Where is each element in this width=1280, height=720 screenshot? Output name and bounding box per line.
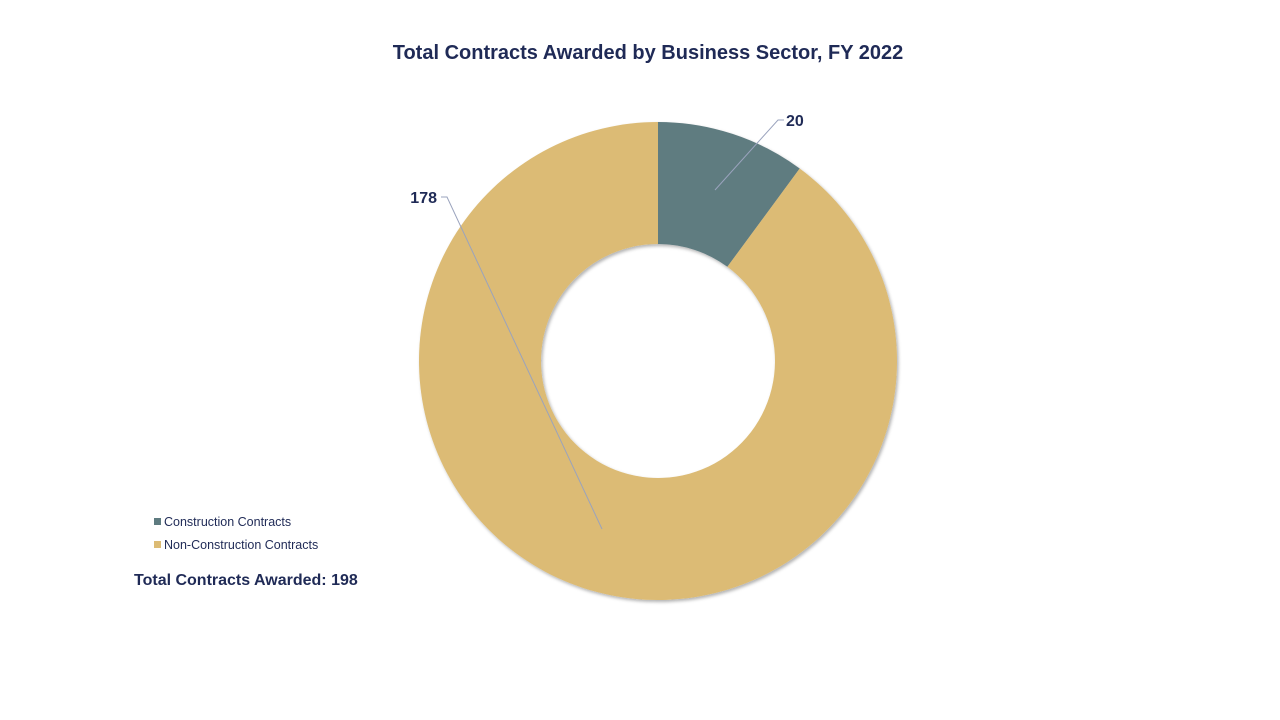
leader-line-non-construction <box>441 196 603 530</box>
data-label-non-construction: 178 <box>410 190 437 207</box>
data-label-construction: 20 <box>786 113 804 130</box>
legend-item-construction[interactable]: Construction Contracts <box>154 510 318 533</box>
total-contracts-annotation: Total Contracts Awarded: 198 <box>134 572 358 589</box>
legend-item-non-construction[interactable]: Non-Construction Contracts <box>154 533 318 556</box>
chart-legend: Construction Contracts Non-Construction … <box>154 510 318 556</box>
legend-label-construction: Construction Contracts <box>164 514 292 529</box>
donut-slice-construction[interactable] <box>658 122 800 267</box>
legend-swatch-non-construction <box>154 541 161 548</box>
legend-swatch-construction <box>154 518 161 525</box>
leader-line-construction <box>714 119 784 191</box>
legend-label-non-construction: Non-Construction Contracts <box>164 537 319 552</box>
chart-title: Total Contracts Awarded by Business Sect… <box>392 42 904 64</box>
donut-slice-non-construction[interactable] <box>418 122 898 600</box>
